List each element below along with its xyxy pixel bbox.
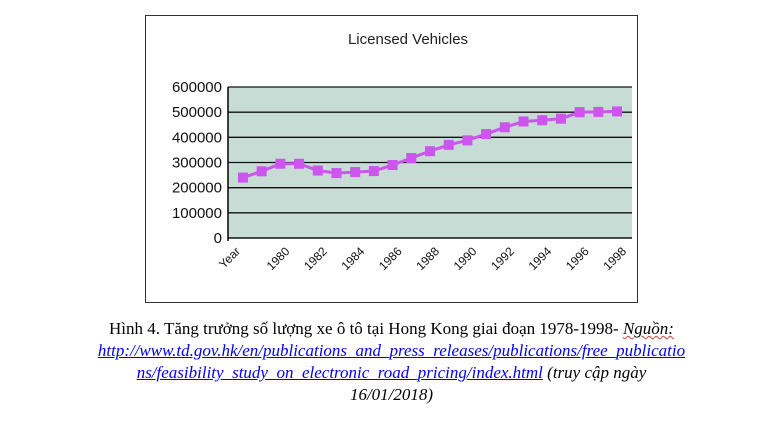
caption-access-note: (truy cập ngày — [542, 363, 647, 382]
x-axis-year-label: Year — [216, 244, 243, 271]
data-point-marker — [518, 116, 529, 127]
caption-source-link-part-2[interactable]: ns/feasibility_study_on_electronic_road_… — [136, 363, 543, 382]
data-point-marker — [537, 115, 548, 126]
data-point-marker — [425, 146, 435, 157]
data-point-marker — [481, 129, 492, 140]
caption-access-date: 16/01/2018) — [349, 385, 434, 404]
chart-title: Licensed Vehicles — [348, 31, 468, 48]
y-tick-label: 300000 — [172, 155, 222, 172]
y-tick-label: 400000 — [172, 129, 222, 146]
data-point-marker — [593, 106, 604, 117]
data-point-marker — [462, 135, 473, 146]
y-tick-label: 500000 — [172, 104, 222, 121]
data-point-marker — [574, 107, 585, 118]
data-point-marker — [312, 165, 323, 176]
x-tick-label: 1992 — [488, 244, 517, 273]
data-series — [237, 106, 623, 183]
y-tick-label: 600000 — [172, 79, 222, 96]
data-point-marker — [443, 139, 454, 150]
caption-source-label: Nguồn: — [622, 319, 674, 338]
data-point-marker — [406, 152, 417, 163]
x-tick-label: 1996 — [563, 244, 592, 273]
data-point-marker — [387, 160, 398, 171]
x-tick-label: 1998 — [600, 244, 629, 273]
data-point-marker — [612, 106, 623, 117]
x-tick-label: 1994 — [526, 244, 555, 273]
data-point-marker — [331, 168, 342, 179]
caption-line-1: Hình 4. Tăng trưởng số lượng xe ô tô tại… — [0, 318, 783, 340]
data-point-marker — [294, 158, 305, 169]
figure-caption: Hình 4. Tăng trưởng số lượng xe ô tô tại… — [0, 318, 783, 406]
x-tick-label: 1988 — [413, 244, 442, 273]
caption-source-link-part-1[interactable]: http://www.td.gov.hk/en/publications_and… — [97, 341, 686, 360]
data-point-marker — [275, 158, 286, 169]
y-tick-label: 0 — [214, 230, 222, 247]
x-tick-label: 1990 — [451, 244, 480, 273]
x-tick-label: 1984 — [339, 244, 368, 273]
caption-main-text: Hình 4. Tăng trưởng số lượng xe ô tô tại… — [109, 319, 623, 338]
data-point-marker — [256, 166, 267, 177]
caption-line-4: 16/01/2018) — [0, 384, 783, 406]
data-point-marker — [368, 166, 379, 177]
x-tick-label: 1986 — [376, 244, 405, 273]
data-point-marker — [237, 172, 248, 183]
data-point-marker — [499, 122, 510, 133]
x-tick-label: 1980 — [264, 244, 293, 273]
caption-line-3: ns/feasibility_study_on_electronic_road_… — [0, 362, 783, 384]
x-axis-ticks: Year 1980 1982 1984 1986 1988 1990 1992 1994 1996… — [216, 244, 629, 273]
data-point-marker — [350, 167, 361, 178]
y-tick-label: 200000 — [172, 180, 222, 197]
chart-frame: Licensed Vehicles 600000 500000 400000 3000… — [145, 15, 638, 303]
line-chart: Licensed Vehicles 600000 500000 400000 3000… — [172, 31, 632, 273]
data-point-marker — [555, 113, 566, 124]
y-tick-label: 100000 — [172, 205, 222, 222]
x-tick-label: 1982 — [301, 244, 330, 273]
y-axis-ticks: 600000 500000 400000 300000 200000 100000 0 — [172, 79, 222, 247]
caption-line-2: http://www.td.gov.hk/en/publications_and… — [0, 340, 783, 362]
